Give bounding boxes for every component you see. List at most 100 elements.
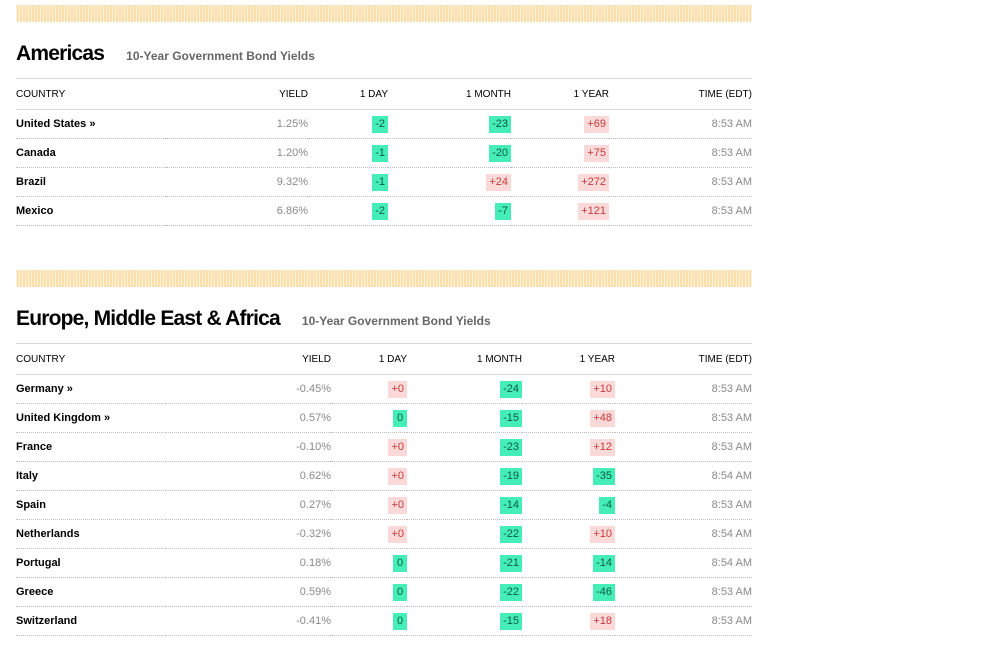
1-month-change-cell: -14 bbox=[407, 490, 522, 520]
time-value: 8:53 AM bbox=[615, 577, 752, 607]
time-value: 8:53 AM bbox=[615, 374, 752, 404]
section-stripe bbox=[16, 5, 752, 22]
region-subtitle: 10-Year Government Bond Yields bbox=[126, 49, 315, 63]
region-title: Europe, Middle East & Africa bbox=[16, 307, 281, 330]
time-value: 8:54 AM bbox=[615, 461, 752, 491]
1-year-change-cell: +272 bbox=[511, 167, 609, 197]
section-header: Europe, Middle East & Africa 10-Year Gov… bbox=[16, 307, 752, 335]
column-header-1-month[interactable]: 1 MONTH bbox=[407, 344, 522, 375]
1-day-change-cell: +0 bbox=[331, 519, 407, 549]
1-day-change-cell: -2 bbox=[308, 196, 388, 226]
country-name[interactable]: United Kingdom » bbox=[16, 403, 166, 433]
1-day-change-badge: 0 bbox=[393, 583, 407, 601]
1-month-change-badge: -14 bbox=[500, 496, 522, 514]
yield-value: 9.32% bbox=[166, 167, 308, 197]
1-month-change-cell: -22 bbox=[407, 519, 522, 549]
1-month-change-badge: -23 bbox=[489, 115, 511, 133]
1-month-change-badge: -15 bbox=[500, 409, 522, 427]
column-header-yield[interactable]: YIELD bbox=[166, 344, 331, 375]
1-day-change-cell: +0 bbox=[331, 461, 407, 491]
country-name[interactable]: United States » bbox=[16, 109, 166, 139]
column-header-1-year[interactable]: 1 YEAR bbox=[522, 344, 615, 375]
table-row: France -0.10% +0 -23 +12 8:53 AM bbox=[16, 432, 752, 462]
table-header-row: COUNTRY YIELD 1 DAY 1 MONTH 1 YEAR TIME … bbox=[16, 344, 752, 375]
1-month-change-cell: -21 bbox=[407, 548, 522, 578]
table-row: United States » 1.25% -2 -23 +69 8:53 AM bbox=[16, 109, 752, 139]
time-value: 8:53 AM bbox=[609, 167, 752, 197]
1-month-change-badge: -21 bbox=[500, 554, 522, 572]
column-header-country[interactable]: COUNTRY bbox=[16, 79, 166, 110]
1-month-change-badge: +24 bbox=[486, 173, 511, 191]
column-header-1-day[interactable]: 1 DAY bbox=[331, 344, 407, 375]
1-day-change-cell: 0 bbox=[331, 548, 407, 578]
header-divider bbox=[16, 78, 752, 79]
yield-value: 0.18% bbox=[166, 548, 331, 578]
1-month-change-cell: -23 bbox=[388, 109, 511, 139]
time-value: 8:53 AM bbox=[615, 403, 752, 433]
yield-value: 0.27% bbox=[166, 490, 331, 520]
1-year-change-cell: +18 bbox=[522, 606, 615, 636]
1-year-change-badge: -4 bbox=[599, 496, 615, 514]
1-day-change-cell: -1 bbox=[308, 167, 388, 197]
table-row: Spain 0.27% +0 -14 -4 8:53 AM bbox=[16, 490, 752, 520]
1-year-change-cell: +12 bbox=[522, 432, 615, 462]
1-month-change-cell: -15 bbox=[407, 403, 522, 433]
1-month-change-cell: -7 bbox=[388, 196, 511, 226]
1-day-change-badge: 0 bbox=[393, 554, 407, 572]
table-row: Greece 0.59% 0 -22 -46 8:53 AM bbox=[16, 577, 752, 607]
yield-value: 0.59% bbox=[166, 577, 331, 607]
1-month-change-badge: -15 bbox=[500, 612, 522, 630]
column-header-time[interactable]: TIME (EDT) bbox=[609, 79, 752, 110]
column-header-1-month[interactable]: 1 MONTH bbox=[388, 79, 511, 110]
country-name[interactable]: Germany » bbox=[16, 374, 166, 404]
1-month-change-cell: -23 bbox=[407, 432, 522, 462]
table-row: Switzerland -0.41% 0 -15 +18 8:53 AM bbox=[16, 606, 752, 636]
column-header-1-day[interactable]: 1 DAY bbox=[308, 79, 388, 110]
1-day-change-badge: +0 bbox=[388, 525, 407, 543]
1-year-change-badge: +48 bbox=[590, 409, 615, 427]
1-year-change-cell: +10 bbox=[522, 519, 615, 549]
table-row: Portugal 0.18% 0 -21 -14 8:54 AM bbox=[16, 548, 752, 578]
1-day-change-badge: +0 bbox=[388, 467, 407, 485]
1-month-change-badge: -22 bbox=[500, 583, 522, 601]
table-row: Canada 1.20% -1 -20 +75 8:53 AM bbox=[16, 138, 752, 168]
1-month-change-cell: -15 bbox=[407, 606, 522, 636]
country-name: Mexico bbox=[16, 196, 166, 226]
country-name: France bbox=[16, 432, 166, 462]
1-year-change-badge: +10 bbox=[590, 525, 615, 543]
1-day-change-cell: 0 bbox=[331, 403, 407, 433]
1-month-change-cell: -24 bbox=[407, 374, 522, 404]
1-day-change-cell: -2 bbox=[308, 109, 388, 139]
column-header-time[interactable]: TIME (EDT) bbox=[615, 344, 752, 375]
yield-value: 0.62% bbox=[166, 461, 331, 491]
1-month-change-badge: -22 bbox=[500, 525, 522, 543]
1-year-change-cell: +75 bbox=[511, 138, 609, 168]
1-year-change-cell: -46 bbox=[522, 577, 615, 607]
table-header-row: COUNTRY YIELD 1 DAY 1 MONTH 1 YEAR TIME … bbox=[16, 79, 752, 110]
table-row: Mexico 6.86% -2 -7 +121 8:53 AM bbox=[16, 196, 752, 226]
country-name: Italy bbox=[16, 461, 166, 491]
1-year-change-badge: +272 bbox=[578, 173, 609, 191]
1-year-change-badge: +18 bbox=[590, 612, 615, 630]
country-name: Spain bbox=[16, 490, 166, 520]
time-value: 8:53 AM bbox=[615, 490, 752, 520]
column-header-yield[interactable]: YIELD bbox=[166, 79, 308, 110]
1-day-change-badge: +0 bbox=[388, 438, 407, 456]
1-year-change-cell: +10 bbox=[522, 374, 615, 404]
1-day-change-cell: -1 bbox=[308, 138, 388, 168]
bond-yields-table: COUNTRY YIELD 1 DAY 1 MONTH 1 YEAR TIME … bbox=[16, 344, 752, 636]
column-header-1-year[interactable]: 1 YEAR bbox=[511, 79, 609, 110]
section-stripe bbox=[16, 270, 752, 287]
column-header-country[interactable]: COUNTRY bbox=[16, 344, 166, 375]
1-year-change-cell: -4 bbox=[522, 490, 615, 520]
table-body: Germany » -0.45% +0 -24 +10 8:53 AM United Kin… bbox=[16, 374, 752, 636]
country-name: Portugal bbox=[16, 548, 166, 578]
1-year-change-badge: +10 bbox=[590, 380, 615, 398]
section-header: Americas 10-Year Government Bond Yields bbox=[16, 42, 752, 70]
table-row: Brazil 9.32% -1 +24 +272 8:53 AM bbox=[16, 167, 752, 197]
emea-section: Europe, Middle East & Africa 10-Year Gov… bbox=[16, 270, 752, 636]
1-month-change-badge: -23 bbox=[500, 438, 522, 456]
1-day-change-badge: +0 bbox=[388, 380, 407, 398]
1-month-change-badge: -7 bbox=[495, 202, 511, 220]
1-year-change-badge: -46 bbox=[593, 583, 615, 601]
